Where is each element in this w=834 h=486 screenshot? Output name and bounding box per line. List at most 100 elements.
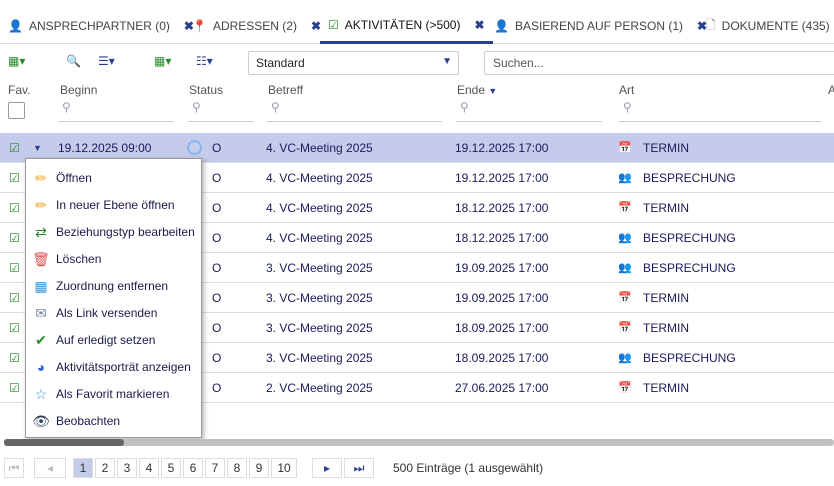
meeting-icon: 👥 [618, 262, 632, 274]
remove-assignment-icon: ▦ [34, 277, 48, 294]
column-header-beginn[interactable]: Beginn [60, 83, 98, 97]
list-menu-icon[interactable]: ☰▾ [98, 54, 115, 68]
view-select[interactable]: Standard ▼ [248, 51, 459, 75]
pencil-icon: ✏ [35, 169, 47, 186]
clipboard-check-icon: ☑ [9, 381, 20, 395]
column-header-ende[interactable]: Ende ▼ [457, 83, 498, 97]
cell-status: O [212, 261, 222, 275]
menu-item[interactable]: ✏ In neuer Ebene öffnen [26, 192, 201, 218]
table-row[interactable]: ☑ O 3. VC-Meeting 2025 19.09.2025 17:00 … [0, 283, 834, 313]
person-icon: 👤 [494, 19, 509, 33]
page-button[interactable]: 2 [95, 458, 115, 478]
loading-circle-icon [187, 140, 202, 155]
close-icon[interactable]: ✖ [183, 19, 194, 33]
menu-item[interactable]: ▦ Zuordnung entfernen [26, 273, 201, 299]
cell-status: O [212, 201, 222, 215]
preview-search-icon[interactable]: 🔍 [66, 54, 81, 68]
menu-item[interactable]: ✉ Als Link versenden [26, 300, 201, 326]
menu-item[interactable]: ✏ Öffnen [26, 165, 201, 191]
document-icon: 🗋 [706, 17, 716, 32]
prev-page-button[interactable]: ◂ [34, 458, 66, 478]
chevron-down-icon: ▼ [442, 56, 452, 67]
ende-filter[interactable]: ⚲ [456, 100, 602, 122]
fav-filter-checkbox[interactable] [8, 102, 25, 119]
first-page-button[interactable]: ⏮ [4, 458, 24, 478]
cell-status: O [212, 321, 222, 335]
cell-betreff: 3. VC-Meeting 2025 [266, 321, 373, 335]
tab-ansprechpartner[interactable]: 👤 ANSPRECHPARTNER (0) ✖ [8, 19, 194, 33]
clipboard-check-icon: ☑ [9, 351, 20, 365]
table-row[interactable]: ☑ O 2. VC-Meeting 2025 27.06.2025 17:00 … [0, 373, 834, 403]
menu-item[interactable]: 🗑 Löschen [26, 246, 201, 272]
status-filter[interactable]: ⚲ [188, 100, 254, 122]
clipboard-check-icon: ☑ [9, 231, 20, 245]
menu-item[interactable]: 👁 Beobachten [26, 408, 201, 434]
cell-status: O [212, 171, 222, 185]
page-button[interactable]: 3 [117, 458, 137, 478]
cell-betreff: 3. VC-Meeting 2025 [266, 351, 373, 365]
art-filter[interactable]: ⚲ [619, 100, 821, 122]
columns-grid-icon[interactable]: ▦▾ [154, 54, 172, 68]
page-button[interactable]: 8 [227, 458, 247, 478]
table-row[interactable]: ☑ O 3. VC-Meeting 2025 19.09.2025 17:00 … [0, 253, 834, 283]
horizontal-scrollbar[interactable] [4, 439, 834, 446]
table-row[interactable]: ☑ O 4. VC-Meeting 2025 18.12.2025 17:00 … [0, 193, 834, 223]
cell-art: TERMIN [643, 291, 689, 305]
clipboard-check-icon: ☑ [328, 17, 339, 32]
page-button[interactable]: 9 [249, 458, 269, 478]
cell-art: BESPRECHUNG [643, 351, 736, 365]
cell-status: O [212, 141, 222, 155]
close-icon[interactable]: ✖ [474, 17, 485, 32]
beginn-filter[interactable]: ⚲ [58, 100, 174, 122]
page-button[interactable]: 10 [271, 458, 297, 478]
menu-item[interactable]: ◕ Aktivitätsporträt anzeigen [26, 354, 201, 380]
pencil-icon: ✏ [35, 196, 47, 213]
clipboard-check-icon: ☑ [9, 141, 20, 155]
clipboard-check-icon: ☑ [9, 171, 20, 185]
cell-ende: 19.12.2025 17:00 [455, 141, 549, 155]
next-page-button[interactable]: ▸ [312, 458, 342, 478]
cell-beginn: 19.12.2025 09:00 [58, 141, 152, 155]
cell-status: O [212, 381, 222, 395]
column-header-art[interactable]: Art [619, 83, 635, 97]
tab-dokumente[interactable]: 🗋 DOKUMENTE (435) [706, 8, 830, 44]
list-view-icon[interactable]: ☷▾ [196, 54, 213, 68]
page-button[interactable]: 1 [73, 458, 93, 478]
cell-betreff: 4. VC-Meeting 2025 [266, 141, 373, 155]
cell-betreff: 4. VC-Meeting 2025 [266, 171, 373, 185]
page-button[interactable]: 4 [139, 458, 159, 478]
table-row[interactable]: ☑ O 3. VC-Meeting 2025 18.09.2025 17:00 … [0, 343, 834, 373]
page-button[interactable]: 7 [205, 458, 225, 478]
clipboard-check-icon: ☑ [9, 291, 20, 305]
column-header-betreff[interactable]: Betreff [268, 83, 304, 97]
row-menu-chevron-icon[interactable]: ▼ [33, 143, 42, 153]
menu-item[interactable]: ✔ Auf erledigt setzen [26, 327, 201, 353]
trash-icon: 🗑 [32, 250, 50, 267]
tab-adressen[interactable]: 📍 ADRESSEN (2) ✖ [192, 19, 322, 33]
mark-done-icon: ✔ [35, 331, 47, 348]
page-button[interactable]: 6 [183, 458, 203, 478]
column-header-fav[interactable]: Fav. [8, 83, 31, 97]
close-icon[interactable]: ✖ [697, 19, 708, 33]
clipboard-check-icon: ☑ [9, 321, 20, 335]
column-header-status[interactable]: Status [189, 83, 224, 97]
table-row[interactable]: ☑ O 3. VC-Meeting 2025 18.09.2025 17:00 … [0, 313, 834, 343]
close-icon[interactable]: ✖ [310, 19, 322, 33]
table-row[interactable]: ☑ O 4. VC-Meeting 2025 18.12.2025 17:00 … [0, 223, 834, 253]
mail-link-icon: ✉ [35, 304, 47, 321]
betreff-filter[interactable]: ⚲ [267, 100, 442, 122]
cell-betreff: 4. VC-Meeting 2025 [266, 231, 373, 245]
scrollbar-thumb[interactable] [4, 439, 124, 446]
add-grid-icon[interactable]: ▦▾ [8, 54, 26, 68]
search-input[interactable]: Suchen... [484, 51, 834, 75]
column-header-more[interactable]: A [828, 83, 834, 97]
menu-item[interactable]: ⇄ Beziehungstyp bearbeiten [26, 219, 201, 245]
clipboard-check-icon: ☑ [9, 201, 20, 215]
tab-basierend-auf-person[interactable]: 👤 BASIEREND AUF PERSON (1) ✖ [494, 19, 708, 33]
table-row[interactable]: ☑ O 4. VC-Meeting 2025 19.12.2025 17:00 … [0, 163, 834, 193]
page-button[interactable]: 5 [161, 458, 181, 478]
menu-item[interactable]: ☆ Als Favorit markieren [26, 381, 201, 407]
sort-desc-icon: ▼ [488, 86, 498, 96]
last-page-button[interactable]: ⏭ [344, 458, 374, 478]
tab-aktivitaeten[interactable]: ☑ AKTIVITÄTEN (>500) ✖ [320, 8, 493, 44]
